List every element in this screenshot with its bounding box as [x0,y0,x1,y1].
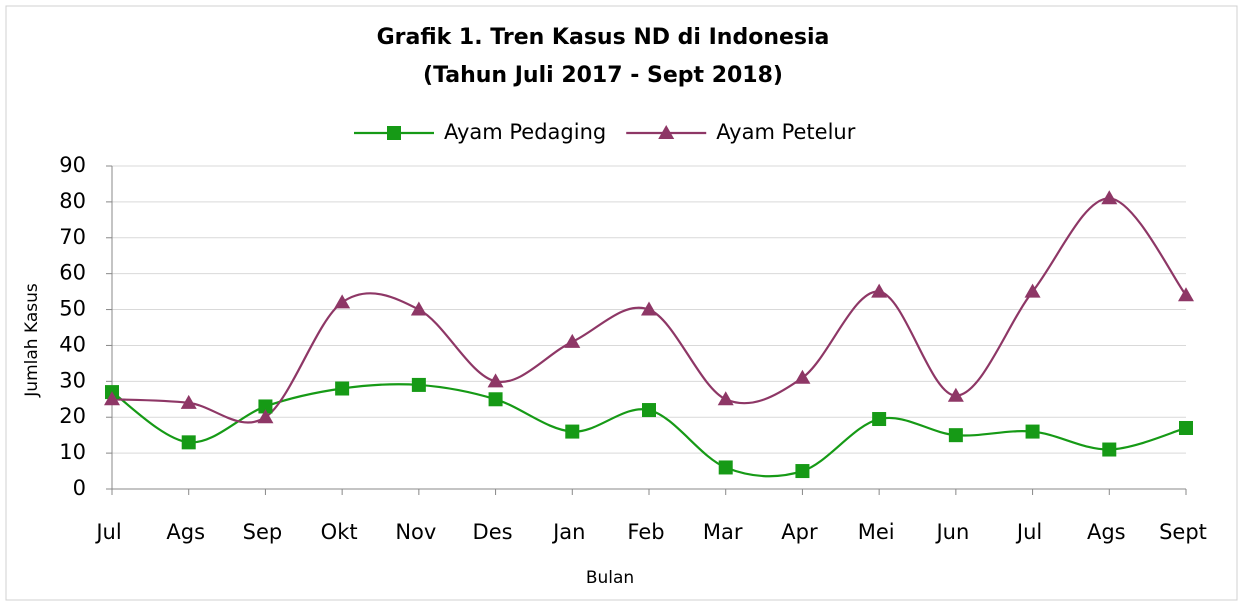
chart-title: Grafik 1. Tren Kasus ND di Indonesia [377,25,830,50]
data-point [641,301,657,316]
y-axis-label: Jumlah Kasus [22,283,42,398]
y-tick-label: 40 [59,332,86,356]
series-line [111,197,1187,424]
data-point [487,373,504,388]
data-point [718,460,733,475]
data-point [947,387,964,402]
legend-marker [658,125,675,139]
y-tick-label: 70 [59,225,86,249]
data-point [411,377,426,392]
chart-subtitle: (Tahun Juli 2017 - Sept 2018) [423,63,783,88]
data-point [794,369,811,384]
data-point [1178,287,1194,302]
x-tick-label: Mei [858,520,895,544]
y-tick-label: 20 [59,404,86,428]
x-tick-label: Feb [627,520,664,544]
data-point [1024,283,1041,298]
y-tick-label: 10 [59,440,86,464]
data-point [104,391,120,406]
data-point [258,399,273,414]
data-point [1102,442,1117,457]
x-axis-label: Bulan [586,568,634,588]
data-point [565,424,580,439]
data-point [335,381,350,396]
data-point [642,403,656,418]
x-tick-label: Ags [166,520,205,544]
x-tick-label: Apr [781,520,818,544]
x-tick-label: Jun [934,520,969,544]
legend-label: Ayam Petelur [716,120,856,144]
x-tick-label: Sept [1159,520,1207,544]
y-tick-label: 60 [59,261,86,285]
y-tick-label: 30 [59,368,86,392]
data-point [872,412,887,427]
data-point [795,464,810,479]
x-tick-label: Ags [1087,520,1126,544]
x-tick-label: Jul [1015,520,1042,544]
data-point [1101,190,1118,205]
x-tick-label: Sep [243,520,283,544]
y-tick-label: 50 [59,297,86,321]
data-point [180,394,197,409]
legend-marker [387,126,401,140]
data-point [488,392,503,407]
y-tick-label: 0 [73,476,86,500]
data-point [564,333,581,348]
legend-label: Ayam Pedaging [444,120,606,144]
x-tick-label: Mar [703,520,743,544]
x-tick-label: Jan [551,520,585,544]
chart-frame [5,5,1238,601]
data-point [334,294,351,309]
data-point [1025,424,1040,439]
data-point [1179,420,1193,435]
x-tick-label: Des [473,520,513,544]
y-tick-label: 90 [59,153,86,177]
y-tick-label: 80 [59,189,86,213]
data-point [717,391,734,406]
data-point [410,301,427,316]
data-point [871,283,888,298]
x-tick-label: Nov [395,520,436,544]
data-point [257,409,274,424]
data-point [948,428,963,443]
data-point [181,435,196,450]
x-tick-label: Okt [321,520,358,544]
x-tick-label: Jul [94,520,121,544]
